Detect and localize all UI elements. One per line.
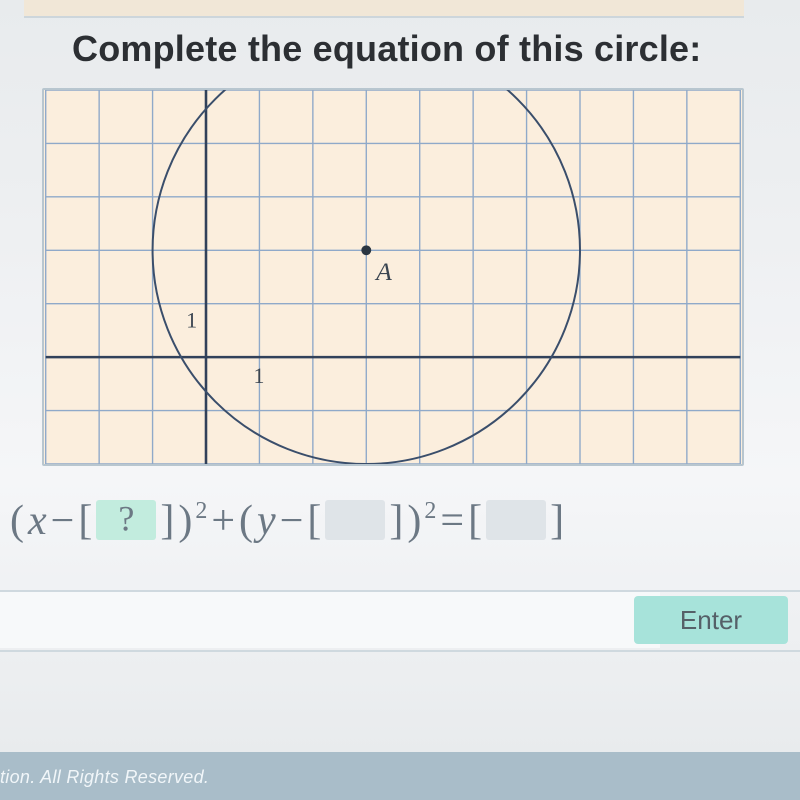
blank-h[interactable]: ? [96,500,156,540]
square-1: 2 [194,498,209,525]
footer-copyright: tion. All Rights Reserved. [0,767,209,788]
rbr3: ] [548,497,566,545]
svg-text:A: A [374,257,392,286]
lbr3: [ [466,497,484,545]
minus2: − [278,497,306,545]
rp: ) [176,497,194,545]
answer-input[interactable] [0,592,660,648]
answer-row: Enter [0,590,800,662]
equation-template: ( x − [ ? ] ) 2 + ( y − [ ] ) 2 = [ ] [8,494,792,545]
lp2: ( [237,497,255,545]
eq: = [438,497,466,545]
graph-panel: 11 A [42,88,744,466]
y-var: y [255,497,278,545]
divider-bottom [0,650,800,652]
svg-text:1: 1 [186,308,197,332]
footer-bar: tion. All Rights Reserved. [0,752,800,800]
svg-text:1: 1 [253,364,264,388]
minus: − [49,497,77,545]
axes [46,90,741,464]
square-2: 2 [423,498,438,525]
lp: ( [8,497,26,545]
x-var: x [26,497,49,545]
rbr2: ] [387,497,405,545]
lbr: [ [76,497,94,545]
lbr2: [ [305,497,323,545]
lesson-frame: Complete the equation of this circle: 11… [0,0,800,800]
enter-button[interactable]: Enter [634,596,788,644]
rp2: ) [405,497,423,545]
gridlines [46,90,741,464]
plus: + [209,497,237,545]
question-mark-icon: ? [118,497,134,539]
coordinate-grid: 11 A [44,90,742,464]
axis-ticks: 11 [186,308,264,387]
blank-k[interactable] [325,500,385,540]
card-top-edge [24,0,744,18]
blank-r2[interactable] [486,500,546,540]
rbr: ] [158,497,176,545]
question-prompt: Complete the equation of this circle: [72,28,772,70]
